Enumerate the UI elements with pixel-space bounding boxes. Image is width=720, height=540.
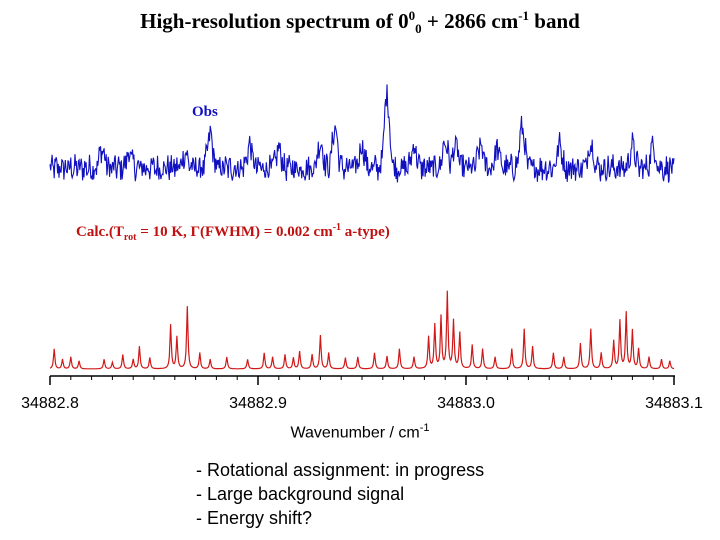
x-tick-label: 34882.9 xyxy=(229,395,287,412)
x-tick-label: 34883.1 xyxy=(645,395,703,412)
note-item: - Energy shift? xyxy=(196,508,313,528)
calc-series-label: Calc.(Trot = 10 K, Γ(FWHM) = 0.002 cm-1 … xyxy=(76,222,390,243)
x-tick-label: 34882.8 xyxy=(21,395,79,412)
x-tick-label: 34883.0 xyxy=(437,395,495,412)
notes-list: - Rotational assignment: in progress - L… xyxy=(196,458,484,530)
chart-title: High-resolution spectrum of 000 + 2866 c… xyxy=(140,8,580,37)
note-item: - Rotational assignment: in progress xyxy=(196,460,485,480)
x-axis-label: Wavenumber / cm-1 xyxy=(290,422,430,442)
obs-series-label: Obs xyxy=(192,104,218,120)
note-item: - Large background signal xyxy=(196,484,405,504)
calc-spectrum-line xyxy=(49,290,675,370)
obs-spectrum-line xyxy=(49,84,675,183)
